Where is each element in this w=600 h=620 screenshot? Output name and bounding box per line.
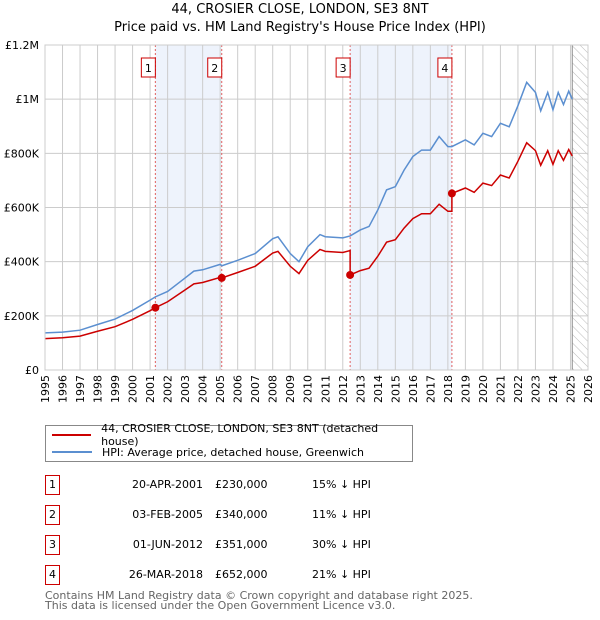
x-tick-label: 1998 [92, 375, 105, 403]
x-tick-label: 2021 [494, 375, 507, 403]
footer-licence: This data is licensed under the Open Gov… [45, 599, 396, 612]
x-tick-label: 2025 [564, 375, 577, 403]
legend: 44, CROSIER CLOSE, LONDON, SE3 8NT (deta… [45, 422, 413, 462]
footer-copyright: Contains HM Land Registry data © Crown c… [45, 589, 473, 602]
x-tick-label: 2014 [372, 375, 385, 403]
transaction-price: £351,000 [215, 538, 268, 551]
sale-label-box [437, 57, 453, 78]
transaction-num: 4 [45, 565, 60, 585]
x-tick-label: 2019 [459, 375, 472, 403]
transaction-num: 1 [45, 475, 60, 495]
x-tick-label: 1999 [109, 375, 122, 403]
transaction-price: £230,000 [215, 478, 268, 491]
x-tick-label: 2022 [512, 375, 525, 403]
x-tick-label: 2011 [319, 375, 332, 403]
x-tick-label: 2024 [547, 375, 560, 403]
transaction-num: 3 [45, 535, 60, 555]
chart-title: 44, CROSIER CLOSE, LONDON, SE3 8NT [171, 2, 429, 17]
transaction-date: 03-FEB-2005 [132, 508, 203, 521]
x-tick-label: 2002 [162, 375, 175, 403]
x-tick-label: 2020 [477, 375, 490, 403]
sale-label-box [140, 57, 156, 78]
sale-label: 4 [441, 62, 448, 75]
transaction-row: 4 26-MAR-2018 £652,000 21% ↓ HPI [45, 565, 465, 585]
legend-swatch-hpi [52, 451, 92, 453]
x-tick-label: 2026 [582, 375, 595, 403]
plot-border [44, 44, 589, 371]
x-tick-label: 1997 [74, 375, 87, 403]
transaction-price: £652,000 [215, 568, 268, 581]
x-tick-label: 2015 [389, 375, 402, 403]
x-tick-label: 2004 [197, 375, 210, 403]
y-tick-label: £400K [4, 256, 40, 269]
x-tick-label: 2008 [267, 375, 280, 403]
transaction-hpi: 15% ↓ HPI [312, 478, 371, 491]
sale-point [447, 189, 456, 198]
transaction-date: 26-MAR-2018 [128, 568, 203, 581]
x-tick-label: 2013 [354, 375, 367, 403]
transaction-row: 2 03-FEB-2005 £340,000 11% ↓ HPI [45, 505, 465, 525]
sale-point [217, 273, 226, 282]
x-tick-label: 2018 [442, 375, 455, 403]
x-tick-label: 1995 [39, 375, 52, 403]
x-tick-label: 2012 [337, 375, 350, 403]
sale-point [151, 303, 160, 312]
x-tick-label: 1996 [57, 375, 70, 403]
sale-label-box [207, 57, 223, 78]
chart-subtitle: Price paid vs. HM Land Registry's House … [114, 20, 486, 35]
transaction-row: 1 20-APR-2001 £230,000 15% ↓ HPI [45, 475, 465, 495]
property-line [44, 141, 573, 340]
transaction-date: 20-APR-2001 [131, 478, 203, 491]
y-tick-label: £600K [4, 202, 40, 215]
transaction-row: 3 01-JUN-2012 £351,000 30% ↓ HPI [45, 535, 465, 555]
transaction-num: 2 [45, 505, 60, 525]
legend-item-hpi: HPI: Average price, detached house, Gree… [52, 444, 364, 460]
x-tick-label: 2005 [214, 375, 227, 403]
x-tick-label: 2007 [249, 375, 262, 403]
legend-label-property: 44, CROSIER CLOSE, LONDON, SE3 8NT (deta… [101, 422, 379, 448]
y-tick-label: £800K [4, 147, 40, 160]
transaction-hpi: 21% ↓ HPI [312, 568, 371, 581]
x-tick-label: 2017 [424, 375, 437, 403]
y-tick-label: £200K [4, 310, 40, 323]
sale-label-box [335, 57, 351, 78]
x-tick-label: 2009 [284, 375, 297, 403]
sale-label: 2 [211, 62, 218, 75]
x-tick-label: 2016 [407, 375, 420, 403]
x-tick-label: 2003 [179, 375, 192, 403]
sale-point [346, 270, 355, 279]
sale-label: 1 [145, 62, 152, 75]
legend-label-hpi: HPI: Average price, detached house, Gree… [102, 445, 365, 459]
x-tick-label: 2010 [302, 375, 315, 403]
x-tick-label: 2001 [144, 375, 157, 403]
sale-label: 3 [340, 62, 347, 75]
x-tick-label: 2023 [529, 375, 542, 403]
y-tick-label: £1.2M [5, 39, 39, 52]
transaction-hpi: 30% ↓ HPI [312, 538, 371, 551]
legend-swatch-property [52, 434, 92, 436]
x-tick-label: 2006 [232, 375, 245, 403]
legend-item-property: 44, CROSIER CLOSE, LONDON, SE3 8NT (deta… [52, 422, 412, 448]
y-tick-label: £1M [16, 93, 40, 106]
transaction-price: £340,000 [215, 508, 268, 521]
transaction-hpi: 11% ↓ HPI [312, 508, 371, 521]
transaction-date: 01-JUN-2012 [132, 538, 203, 551]
x-tick-label: 2000 [127, 375, 140, 403]
price-chart: 1995 1996 1997 1998 1999 2000 2001 2002 2003 2004… [4, 39, 595, 403]
hpi-line [44, 80, 573, 334]
y-tick-label: £0 [25, 364, 39, 377]
